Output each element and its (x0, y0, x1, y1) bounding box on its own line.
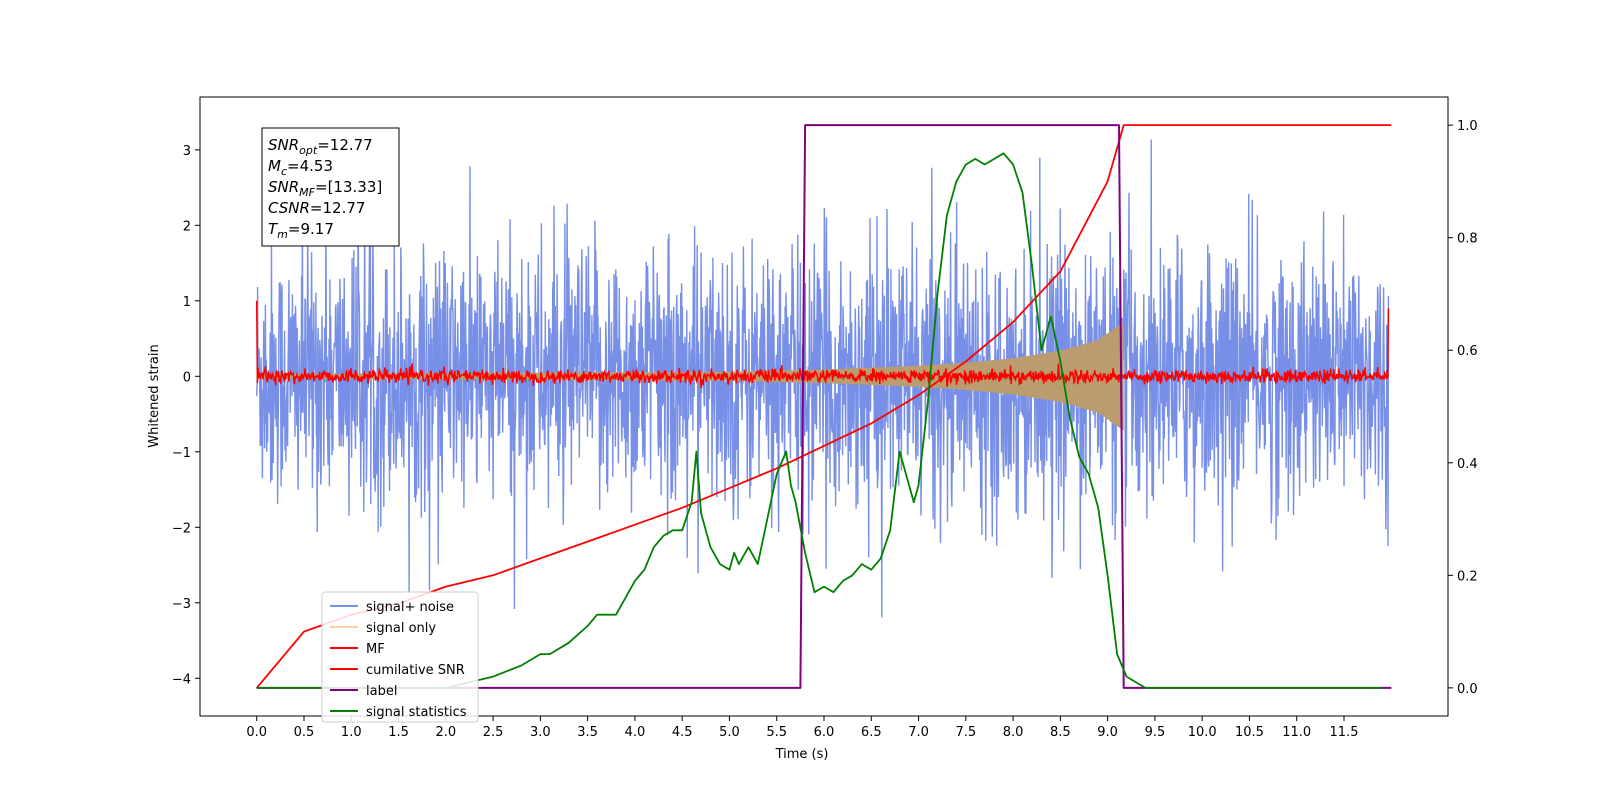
axes: 0.0 0.5 1.0 1.5 2.0 2.5 3.0 3.5 4.0 4.5 5.0 5.5 6.0 6… (172, 96, 1478, 740)
x-tick-label: 2.0 (435, 725, 456, 740)
y-tick-label: −4 (172, 672, 191, 687)
x-tick-label: 8.5 (1050, 725, 1071, 740)
annotation-frame (261, 127, 400, 247)
y2-tick-label: 0.6 (1457, 344, 1478, 359)
legend-entry: label (366, 684, 397, 699)
legend: signal+ noise signal only MF cumilative SNR… (321, 591, 479, 723)
legend-entry: signal statistics (366, 705, 467, 720)
y2-tick-label: 1.0 (1457, 119, 1478, 134)
x-tick-label: 1.0 (341, 725, 362, 740)
y-tick-label: 2 (183, 219, 191, 234)
x-tick-label: 5.0 (719, 725, 740, 740)
y2-tick-label: 0.2 (1457, 569, 1478, 584)
x-tick-label: 2.5 (483, 725, 504, 740)
x-tick-label: 9.0 (1097, 725, 1118, 740)
y-tick-label: −3 (172, 597, 191, 612)
y-tick-label: −2 (172, 521, 191, 536)
legend-entry: signal+ noise (366, 600, 454, 615)
y-tick-label: 3 (183, 144, 191, 159)
y-tick-label: 1 (183, 295, 191, 310)
x-tick-label: 4.0 (625, 725, 646, 740)
x-tick-label: 9.5 (1145, 725, 1166, 740)
x-tick-label: 1.5 (388, 725, 409, 740)
series-mf-line (255, 300, 1390, 388)
annotation-line: SNRopt=12.77 (268, 136, 373, 157)
y-tick-label: 0 (183, 370, 191, 385)
series-signal-statistics-line (256, 152, 1382, 689)
x-tick-label: 8.0 (1003, 725, 1024, 740)
y-tick-label: −1 (172, 446, 191, 461)
x-tick-label: 10.0 (1188, 725, 1217, 740)
legend-entry: signal only (366, 621, 436, 636)
legend-entry: cumilative SNR (366, 663, 465, 678)
x-tick-label: 3.0 (530, 725, 551, 740)
x-tick-label: 6.0 (814, 725, 835, 740)
series-signal-noise-line (256, 131, 1390, 618)
legend-entry: MF (366, 642, 385, 657)
x-tick-label: 3.5 (577, 725, 598, 740)
y-axis-label: Whitened strain (147, 344, 162, 447)
x-tick-label: 0.5 (294, 725, 315, 740)
y2-tick-label: 0.8 (1457, 232, 1478, 247)
x-tick-label: 11.0 (1282, 725, 1311, 740)
annotation-line: CSNR=12.77 (268, 199, 365, 217)
stats-annotation-box: SNRopt=12.77Mc=4.53SNRMF=[13.33]CSNR=12.… (261, 127, 400, 247)
x-tick-label: 11.5 (1330, 725, 1359, 740)
x-tick-label: 0.0 (246, 725, 267, 740)
x-tick-label: 7.5 (955, 725, 976, 740)
x-tick-label: 10.5 (1235, 725, 1264, 740)
y2-tick-label: 0.4 (1457, 457, 1478, 472)
y2-tick-label: 0.0 (1457, 682, 1478, 697)
legend-frame (321, 591, 479, 723)
x-tick-label: 4.5 (672, 725, 693, 740)
x-tick-label: 7.0 (908, 725, 929, 740)
x-axis-label: Time (s) (775, 747, 829, 762)
series-signal-only-envelope (256, 322, 1124, 431)
annotation-line: Mc=4.53 (268, 157, 333, 178)
annotation-line: Tm=9.17 (268, 220, 334, 241)
x-tick-label: 6.5 (861, 725, 882, 740)
annotation-line: SNRMF=[13.33] (268, 178, 382, 199)
x-tick-label: 5.5 (766, 725, 787, 740)
